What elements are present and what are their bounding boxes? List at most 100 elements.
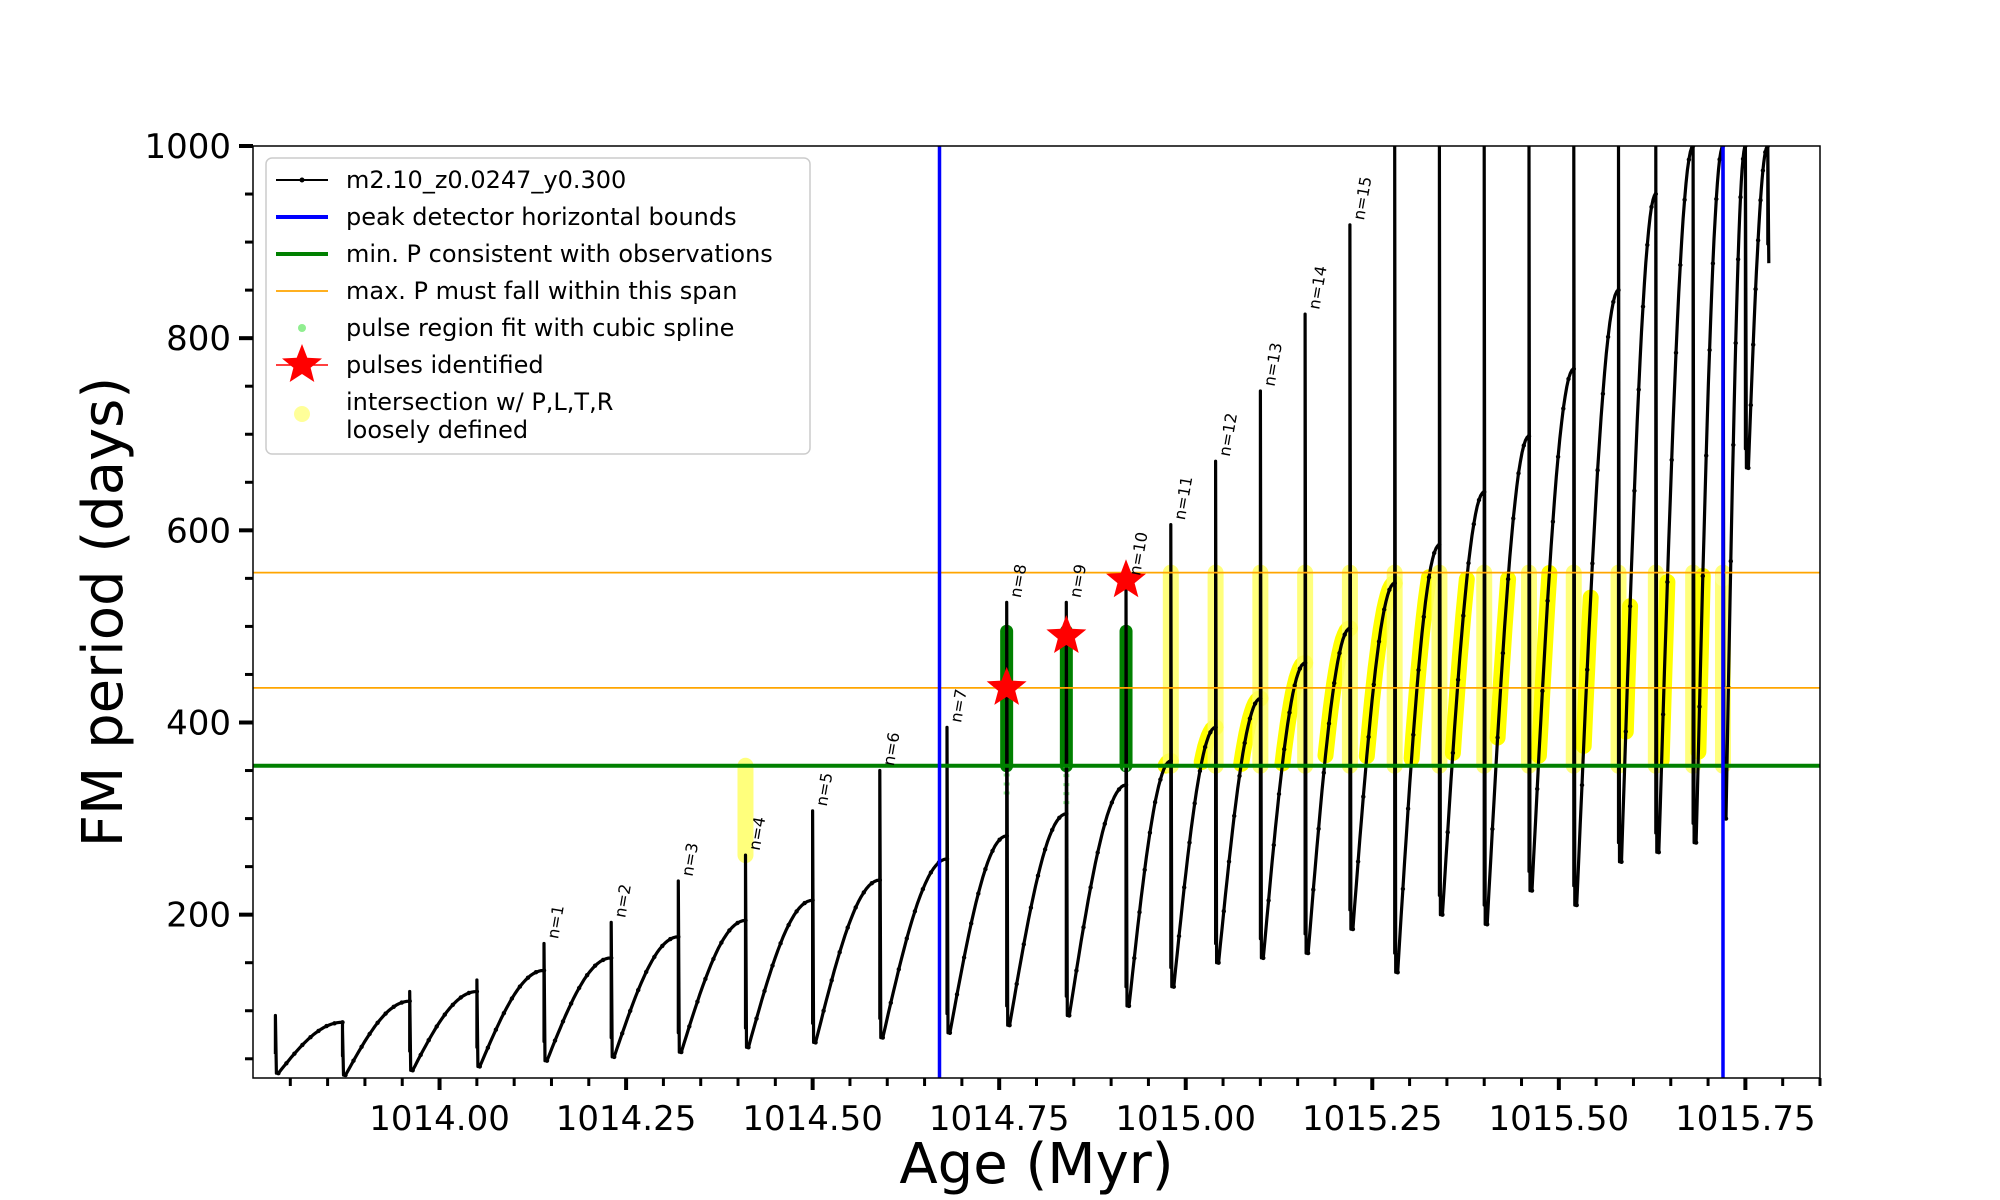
track-marker [1297,666,1303,671]
legend-label: min. P consistent with observations [346,240,773,268]
track-marker [1500,650,1506,656]
track-marker [1600,391,1606,396]
pulse-label: n=9 [1066,563,1091,600]
track-marker [997,837,1002,842]
track-marker [1305,950,1311,956]
track-marker [1332,680,1337,686]
track-marker [533,970,539,975]
track-marker [1208,730,1213,735]
track-marker [308,1035,313,1040]
track-marker [1302,660,1308,666]
track-marker [407,998,412,1004]
track-marker [609,955,614,961]
track-marker [1660,712,1666,717]
legend-label: pulse region fit with cubic spline [346,314,734,342]
track-marker [442,1012,447,1017]
track-marker [1595,468,1600,473]
track-marker [1516,471,1521,476]
track-marker [1645,242,1650,248]
track-marker [947,1030,953,1036]
track-marker [1455,677,1461,682]
track-marker [1242,740,1247,746]
track-marker [1252,701,1258,706]
track-marker [1337,650,1342,656]
track-marker [375,1020,380,1025]
track-marker [612,1054,617,1060]
track-marker [829,978,834,983]
track-marker [1316,826,1321,831]
track-marker [1382,607,1387,612]
track-marker [861,890,866,895]
track-marker [703,976,708,982]
track-marker [888,1000,893,1005]
track-marker [1611,299,1616,305]
pulse-label: n=3 [678,841,703,878]
track-marker [1171,984,1177,989]
track-marker [1421,614,1427,619]
track-marker [1311,887,1316,892]
track-marker [316,1028,321,1034]
pulse-label: n=11 [1170,475,1196,522]
track-marker [1232,813,1237,819]
track-marker [1673,350,1679,355]
legend-box [265,157,811,455]
y-axis-label: FM period (days) [71,377,136,847]
track-marker [1636,387,1641,392]
track-marker [1347,626,1353,631]
track-marker [1088,885,1093,890]
track-marker [458,995,463,1000]
track-marker [1067,1013,1072,1018]
track-marker [477,1064,482,1069]
track-marker [1555,454,1561,459]
track-marker [1529,888,1535,893]
track-marker [1550,519,1556,524]
track-marker [813,1040,818,1045]
track-marker [1748,402,1754,408]
track-marker [1411,732,1416,737]
track-marker [1102,821,1108,826]
track-marker [1247,716,1253,721]
track-marker [1405,806,1411,811]
track-marker [576,985,582,991]
track-marker [754,1016,759,1021]
track-marker [1095,850,1100,855]
track-marker [418,1052,423,1058]
track-marker [1192,801,1197,806]
track-marker [1717,157,1722,162]
track-marker [1753,286,1758,292]
track-marker [770,963,775,968]
track-marker [1326,721,1332,726]
track-marker [880,1035,885,1040]
track-marker [1733,340,1738,346]
track-marker [1466,560,1471,566]
track-marker [1526,434,1532,439]
track-marker [912,909,918,914]
track-marker [1746,465,1751,471]
track-marker [778,941,783,946]
pulse-label: n=6 [879,731,904,768]
track-marker [292,1051,297,1056]
track-marker [300,1042,305,1048]
track-marker [711,956,716,962]
x-axis-label: Age (Myr) [899,1132,1173,1197]
track-marker [544,1058,550,1063]
pulse-label: n=12 [1215,411,1241,458]
track-marker [1731,442,1736,448]
track-marker [1566,376,1571,382]
track-marker [810,898,815,903]
track-marker [1704,453,1709,458]
track-marker [1050,827,1055,833]
pulse-label: n=8 [1006,563,1031,600]
track-marker [1686,157,1692,162]
track-marker [383,1011,388,1016]
x-tick-label: 1015.00 [1115,1099,1256,1139]
track-marker [1561,406,1566,411]
track-marker [727,928,732,933]
track-marker [1182,885,1187,890]
track-marker [961,955,967,960]
track-marker [1476,497,1482,503]
track-marker [1735,257,1741,262]
track-marker [1471,521,1477,527]
track-marker [802,900,807,906]
track-marker [501,1010,507,1016]
